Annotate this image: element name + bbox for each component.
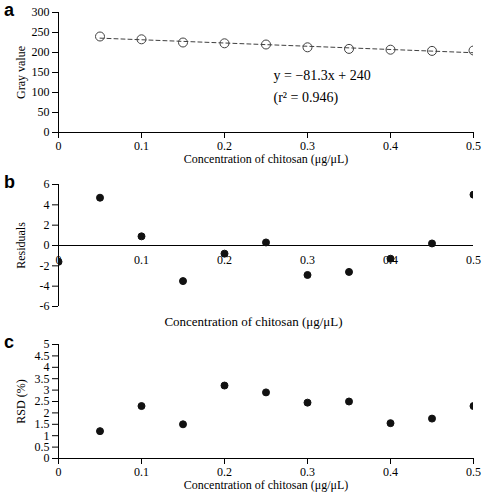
svg-text:3.5: 3.5 [34, 371, 50, 386]
html-text:a: a [4, 0, 14, 20]
svg-text:0.1: 0.1 [134, 139, 149, 153]
svg-text:50: 50 [38, 105, 50, 119]
html-text:b: b [4, 172, 15, 192]
svg-text:5: 5 [44, 337, 50, 351]
svg-text:0.1: 0.1 [134, 253, 149, 267]
svg-text:Concentration of chitosan (μg/: Concentration of chitosan (μg/μL) [184, 152, 349, 166]
html-text:Concentration of chitosan (μg/: Concentration of chitosan (μg/μL) [164, 314, 343, 329]
svg-text:0.5: 0.5 [466, 465, 481, 479]
svg-text:1: 1 [43, 428, 50, 443]
svg-text:0.4: 0.4 [383, 465, 398, 479]
svg-text:2: 2 [44, 218, 50, 232]
svg-text:2.5: 2.5 [34, 394, 50, 409]
svg-text:0: 0 [56, 465, 62, 479]
svg-text:0.5: 0.5 [34, 439, 50, 454]
svg-text:Residuals: Residuals [14, 222, 28, 269]
svg-text:0.2: 0.2 [217, 139, 232, 153]
svg-text:250: 250 [32, 25, 50, 39]
svg-text:0.2: 0.2 [217, 465, 232, 479]
svg-text:3: 3 [43, 382, 50, 397]
svg-text:0.5: 0.5 [466, 253, 481, 267]
svg-text:-2: -2 [40, 259, 50, 273]
svg-text:Gray value: Gray value [14, 46, 28, 99]
svg-text:-6: -6 [40, 299, 50, 313]
svg-text:-4: -4 [40, 279, 50, 293]
svg-text:100: 100 [32, 85, 50, 99]
svg-text:0.4: 0.4 [383, 253, 398, 267]
svg-text:6: 6 [44, 177, 50, 191]
svg-text:2: 2 [43, 405, 50, 420]
svg-text:0: 0 [44, 238, 50, 252]
svg-text:0.3: 0.3 [300, 139, 315, 153]
svg-text:0: 0 [56, 253, 62, 267]
svg-text:Concentration of chitosan (μg/: Concentration of chitosan (μg/μL) [184, 478, 349, 492]
svg-text:0.5: 0.5 [466, 139, 481, 153]
svg-text:4: 4 [44, 198, 50, 212]
html-text:c: c [4, 332, 14, 352]
svg-text:0.3: 0.3 [300, 465, 315, 479]
svg-text:300: 300 [32, 5, 50, 19]
svg-text:RSD (%): RSD (%) [14, 379, 28, 423]
svg-text:0.2: 0.2 [217, 253, 232, 267]
svg-text:0: 0 [44, 125, 50, 139]
svg-text:0.4: 0.4 [383, 139, 398, 153]
svg-text:4.5: 4.5 [34, 348, 50, 363]
svg-text:0: 0 [43, 451, 50, 466]
svg-text:1.5: 1.5 [34, 417, 50, 432]
svg-text:0: 0 [56, 139, 62, 153]
svg-text:0.3: 0.3 [300, 253, 315, 267]
svg-text:200: 200 [32, 45, 50, 59]
svg-text:0.1: 0.1 [134, 465, 149, 479]
svg-text:4: 4 [43, 360, 50, 375]
svg-text:y = −81.3x + 240: y = −81.3x + 240 [274, 68, 371, 83]
svg-text:(r² = 0.946): (r² = 0.946) [274, 90, 339, 106]
svg-text:150: 150 [32, 65, 50, 79]
